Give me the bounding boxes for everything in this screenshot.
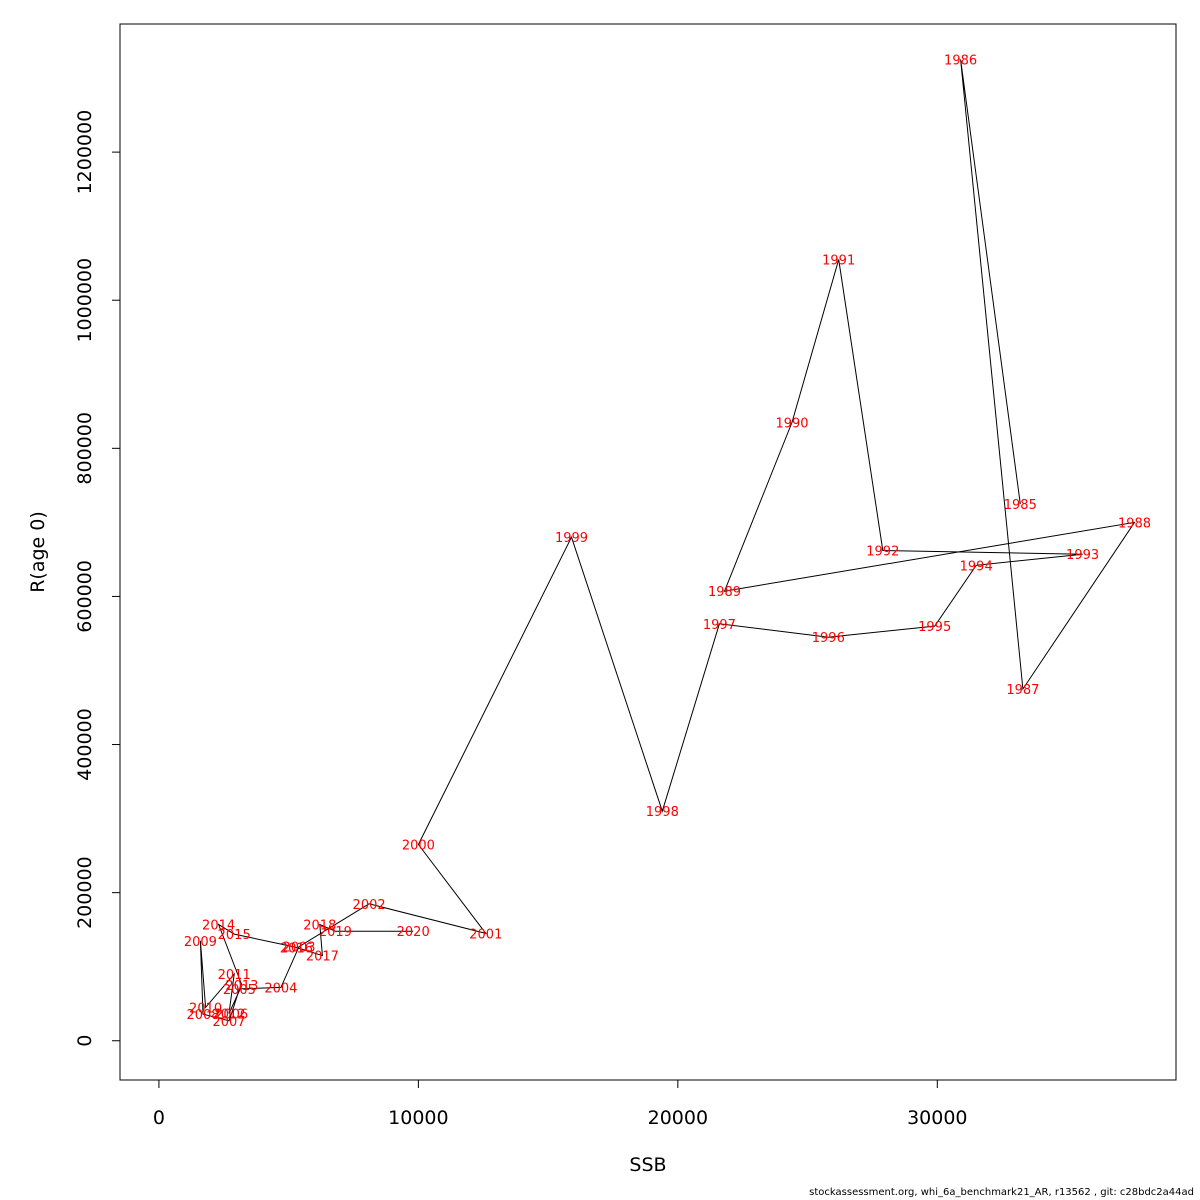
plot-frame	[119, 23, 1177, 1081]
point-label-2015: 2015	[218, 928, 251, 943]
point-label-2017: 2017	[306, 950, 339, 965]
x-axis-title: SSB	[629, 1154, 666, 1176]
y-tick-label: 400000	[74, 708, 96, 781]
point-label-1996: 1996	[812, 631, 845, 646]
y-tick-label: 0	[74, 1035, 96, 1047]
point-label-2013: 2013	[225, 979, 258, 994]
point-label-2009: 2009	[184, 935, 217, 950]
point-label-1997: 1997	[703, 618, 736, 633]
point-label-1998: 1998	[646, 805, 679, 820]
point-label-2005: 2005	[223, 983, 256, 998]
y-axis: 0 200000 400000 600000 800000 1000000 1200000	[74, 110, 121, 1047]
y-tick-label: 200000	[74, 856, 96, 929]
point-label-2011: 2011	[218, 968, 251, 983]
x-tick-label: 20000	[648, 1107, 708, 1129]
point-label-2002: 2002	[353, 898, 386, 913]
y-tick-label: 1000000	[74, 258, 96, 343]
point-label-1988: 1988	[1118, 516, 1151, 531]
point-label-1995: 1995	[918, 620, 951, 635]
point-label-1991: 1991	[822, 254, 855, 269]
point-label-2008: 2008	[186, 1008, 219, 1023]
point-label-2007: 2007	[212, 1015, 245, 1030]
point-label-2010: 2010	[189, 1001, 222, 1016]
point-label-2001: 2001	[469, 927, 502, 942]
point-label-1993: 1993	[1066, 548, 1099, 563]
x-tick-label: 30000	[907, 1107, 967, 1129]
point-label-1985: 1985	[1004, 498, 1037, 513]
point-label-1987: 1987	[1006, 683, 1039, 698]
point-label-2016: 2016	[280, 941, 313, 956]
y-tick-label: 600000	[74, 560, 96, 633]
y-axis-title: R(age 0)	[27, 511, 49, 593]
point-label-2000: 2000	[402, 839, 435, 854]
x-axis: 0 10000 20000 30000	[153, 1079, 968, 1129]
point-label-1986: 1986	[944, 54, 977, 69]
year-labels: 1985 1986 1987 1988 1989 1990 1991 1992 1993 1994…	[184, 54, 1151, 1030]
footer-caption: stockassessment.org, whi_6a_benchmark21_…	[809, 1187, 1194, 1198]
y-tick-label: 1200000	[74, 110, 96, 195]
point-label-1999: 1999	[555, 531, 588, 546]
point-label-2019: 2019	[319, 925, 352, 940]
point-label-2003: 2003	[282, 941, 315, 956]
point-label-2006: 2006	[215, 1007, 248, 1022]
point-label-2012: 2012	[212, 1007, 245, 1022]
point-label-2020: 2020	[397, 925, 430, 940]
x-tick-label: 0	[153, 1107, 165, 1129]
point-label-1990: 1990	[775, 416, 808, 431]
x-tick-label: 10000	[388, 1107, 448, 1129]
point-label-2014: 2014	[202, 919, 235, 934]
point-label-2004: 2004	[264, 981, 297, 996]
point-label-1989: 1989	[708, 585, 741, 600]
y-tick-label: 800000	[74, 412, 96, 485]
point-label-1994: 1994	[960, 559, 993, 574]
point-label-1992: 1992	[866, 545, 899, 560]
point-label-2018: 2018	[303, 919, 336, 934]
recruitment-trajectory-line	[199, 59, 1136, 1022]
